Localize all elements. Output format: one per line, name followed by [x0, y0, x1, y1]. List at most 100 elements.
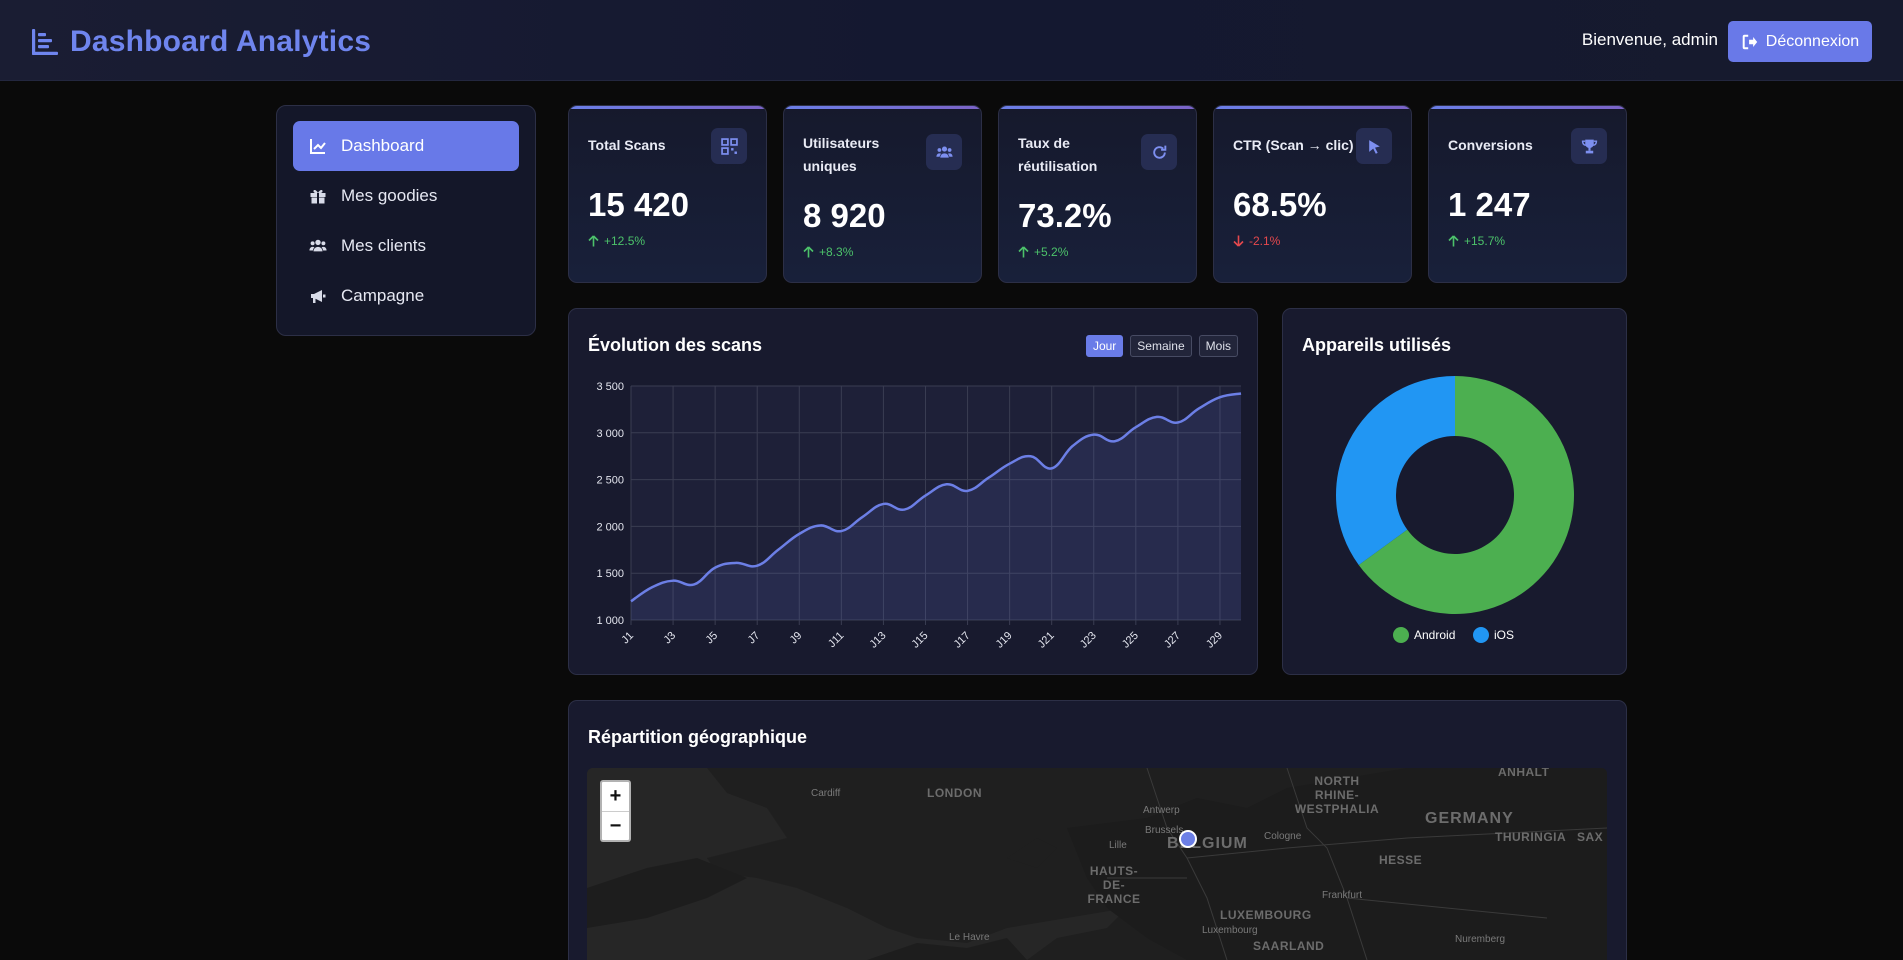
x-tick-label: J5 — [704, 630, 721, 647]
range-button-week[interactable]: Semaine — [1130, 335, 1192, 357]
stat-label: Conversions — [1448, 137, 1533, 153]
x-tick-label: J15 — [910, 630, 931, 651]
stat-value: 15 420 — [588, 186, 689, 223]
scans-evolution-panel: Évolution des scans Jour Semaine Mois 1 … — [568, 308, 1258, 675]
arrow-up-icon — [1448, 235, 1459, 247]
range-button-day[interactable]: Jour — [1085, 335, 1124, 357]
sidebar-item-label: Mes clients — [341, 236, 427, 255]
map-label: GERMANY — [1425, 810, 1514, 827]
sidebar-item-label: Campagne — [341, 286, 425, 305]
brand[interactable]: Dashboard Analytics — [30, 22, 371, 62]
map-label: HESSE — [1379, 853, 1423, 867]
sidebar-item-dashboard[interactable]: Dashboard — [293, 121, 519, 171]
stat-change: +5.2% — [1018, 245, 1068, 259]
stat-label: CTR (Scan → clic) — [1233, 137, 1354, 153]
chart-bar-icon — [32, 29, 58, 55]
map-land — [587, 768, 1607, 960]
stat-change: +8.3% — [803, 245, 853, 259]
logout-label: Déconnexion — [1765, 32, 1860, 50]
panel-title: Appareils utilisés — [1302, 335, 1452, 355]
series-line — [630, 392, 1242, 603]
zoom-out-button[interactable]: − — [602, 810, 629, 841]
scans-line-chart: 1 000 1 500 2 000 2 500 3 000 3 500 J1 J3 J5 J7 J9… — [596, 381, 1242, 651]
stat-label: Total Scans — [588, 137, 666, 153]
sidebar-item-clients[interactable]: Mes clients — [293, 221, 519, 271]
qrcode-icon — [711, 128, 747, 164]
donut-slice-android[interactable] — [1358, 376, 1574, 614]
arrow-down-icon — [1233, 235, 1244, 247]
stat-change: -2.1% — [1233, 234, 1280, 248]
devices-donut-chart — [1336, 376, 1574, 614]
panel-title: Répartition géographique — [588, 727, 808, 747]
map-label: Antwerp — [1143, 805, 1180, 816]
stat-change-value: +8.3% — [819, 245, 854, 259]
refresh-icon — [1141, 134, 1177, 170]
x-tick-label: J27 — [1162, 630, 1183, 651]
stat-card-unique-users: Utilisateurs uniques 8 920 +8.3% — [783, 105, 982, 283]
map-label: Brussels — [1145, 825, 1184, 836]
stat-card-reuse-rate: Taux de réutilisation 73.2% +5.2% — [998, 105, 1197, 283]
users-icon — [926, 134, 962, 170]
map-label: ANHALT — [1498, 768, 1550, 779]
legend-label: Android — [1414, 628, 1456, 642]
x-tick-label: J3 — [661, 630, 678, 647]
zoom-in-button[interactable]: + — [609, 785, 622, 808]
donut-slice-ios[interactable] — [1336, 376, 1455, 565]
x-tick-label: J23 — [1078, 630, 1099, 651]
megaphone-icon — [311, 290, 326, 303]
map-label: Frankfurt — [1322, 890, 1363, 901]
y-tick-label: 1 500 — [596, 568, 624, 580]
map-label: NORTH RHINE-WESTPHALIA — [1294, 774, 1380, 816]
map-label: SAARLAND — [1253, 939, 1325, 953]
sidebar-item-label: Dashboard — [341, 136, 425, 155]
sign-out-icon — [1742, 34, 1757, 49]
panel-title: Évolution des scans — [588, 335, 763, 355]
zoom-control: + − — [600, 780, 631, 842]
stat-value: 68.5% — [1233, 186, 1327, 223]
stat-change: +15.7% — [1448, 234, 1505, 248]
x-tick-label: J19 — [994, 630, 1015, 651]
sidebar-item-label: Mes goodies — [341, 186, 438, 205]
range-selector: Jour Semaine Mois — [1085, 335, 1238, 357]
legend-item-android[interactable]: Android — [1393, 627, 1455, 643]
x-tick-label: J25 — [1120, 630, 1141, 651]
sidebar-item-goodies[interactable]: Mes goodies — [293, 171, 519, 221]
map-label: Cologne — [1264, 831, 1302, 842]
stat-change-value: +15.7% — [1464, 234, 1506, 248]
arrow-up-icon — [588, 235, 599, 247]
x-tick-label: J13 — [867, 630, 888, 651]
legend-swatch — [1393, 627, 1409, 643]
x-tick-label: J9 — [788, 630, 805, 647]
stat-value: 73.2% — [1018, 197, 1112, 234]
stat-value: 8 920 — [803, 197, 886, 234]
sidebar-item-campagne[interactable]: Campagne — [293, 271, 519, 321]
top-bar: Dashboard Analytics Bienvenue, admin Déc… — [0, 0, 1903, 81]
stat-label: Utilisateurs uniques — [803, 135, 880, 174]
series-area — [631, 393, 1241, 620]
logout-button[interactable]: Déconnexion — [1728, 21, 1872, 62]
legend-label: iOS — [1494, 628, 1515, 642]
x-tick-label: J1 — [619, 630, 636, 647]
x-tick-label: J7 — [746, 630, 763, 647]
map-label: SAX — [1577, 830, 1604, 844]
stat-card-ctr: CTR (Scan → clic) 68.5% -2.1% — [1213, 105, 1412, 283]
range-button-month[interactable]: Mois — [1198, 335, 1238, 357]
gift-icon — [310, 189, 326, 204]
legend-swatch — [1473, 627, 1489, 643]
app-title: Dashboard Analytics — [70, 25, 372, 58]
y-tick-label: 1 000 — [596, 615, 624, 627]
x-tick-label: J17 — [952, 630, 973, 651]
stat-label: Taux de réutilisation — [1018, 135, 1098, 174]
map-label: Le Havre — [949, 932, 990, 943]
location-marker[interactable] — [1179, 830, 1197, 848]
stat-card-total-scans: Total Scans 15 420 +12.5% — [568, 105, 767, 283]
stat-change-value: +5.2% — [1034, 245, 1069, 259]
arrow-up-icon — [803, 246, 814, 258]
legend-item-ios[interactable]: iOS — [1473, 627, 1514, 643]
y-tick-label: 3 000 — [596, 428, 624, 440]
map-label: HAUTS-DE-FRANCE — [1087, 864, 1141, 906]
map-label: Nuremberg — [1455, 934, 1506, 945]
geo-map[interactable]: + − Cardiff LONDON Antwerp Brussels Lill… — [587, 768, 1607, 960]
y-tick-label: 2 500 — [596, 475, 624, 487]
map-label: Lille — [1109, 840, 1127, 851]
